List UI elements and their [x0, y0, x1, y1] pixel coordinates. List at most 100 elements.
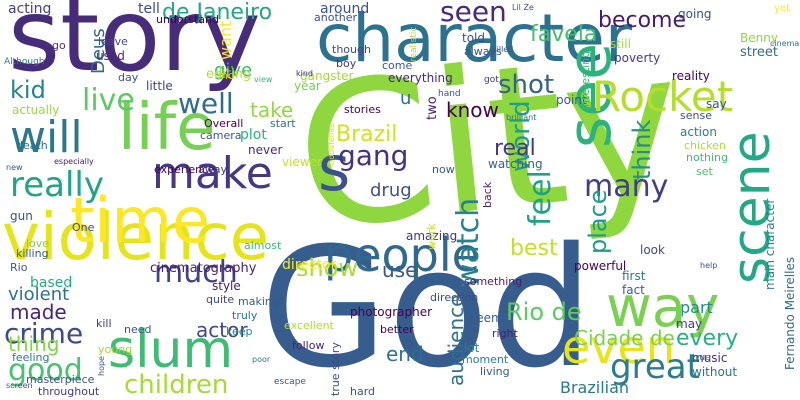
cloud-word: Although	[4, 57, 45, 67]
cloud-word: back	[481, 181, 494, 208]
cloud-word: come	[382, 59, 413, 72]
cloud-word: need	[124, 323, 152, 336]
cloud-word: become	[598, 8, 687, 33]
cloud-word: made	[10, 300, 67, 324]
cloud-word: violence	[2, 201, 270, 275]
cloud-word: show	[296, 254, 359, 282]
cloud-word: camera	[200, 129, 242, 142]
cloud-word: favela	[530, 22, 598, 47]
cloud-word: find	[214, 69, 235, 82]
cloud-word: keep	[226, 325, 253, 338]
cloud-word: end	[386, 342, 424, 366]
cloud-word: even	[562, 320, 675, 374]
cloud-word: use	[382, 258, 418, 282]
cloud-word: photographer	[350, 305, 433, 319]
cloud-word: quite	[206, 293, 235, 306]
cloud-word: children	[124, 370, 229, 400]
cloud-word: thing	[8, 332, 60, 356]
cloud-word: cinematography	[150, 261, 257, 276]
cloud-word: poverty	[614, 51, 661, 65]
cloud-word: story	[8, 0, 261, 94]
cloud-word: much	[154, 255, 238, 290]
cloud-word: without	[692, 365, 738, 379]
cloud-word: hope	[97, 356, 106, 376]
cloud-word: go	[52, 39, 66, 52]
cloud-word: want	[216, 20, 235, 60]
cloud-word: feeling	[12, 351, 50, 364]
cloud-word: actually	[12, 103, 60, 117]
cloud-word: now	[432, 163, 455, 176]
cloud-word: kind	[296, 69, 314, 78]
cloud-word: told	[462, 31, 485, 45]
cloud-word: almost	[244, 239, 282, 252]
cloud-word: place	[584, 189, 612, 254]
cloud-word: stories	[344, 103, 381, 116]
cloud-word: well	[178, 87, 234, 120]
cloud-word: cinema	[770, 39, 800, 48]
cloud-word: fact	[622, 283, 645, 297]
cloud-word: poor	[252, 355, 271, 364]
cloud-word: take	[250, 98, 294, 122]
cloud-word: gun	[10, 209, 33, 223]
cloud-word: death	[16, 139, 48, 152]
cloud-word: think	[628, 119, 656, 180]
cloud-word: Brazil	[336, 122, 398, 147]
cloud-word: hand	[438, 89, 461, 99]
cloud-word: two	[425, 96, 440, 120]
cloud-word: masterpiece	[26, 373, 95, 386]
cloud-word: killed	[492, 45, 514, 54]
cloud-word: kid	[10, 76, 46, 104]
cloud-word: great	[610, 347, 700, 387]
cloud-word: chicken	[684, 139, 726, 152]
cloud-word: Rio	[10, 261, 28, 274]
cloud-word: day	[118, 71, 139, 84]
cloud-word: Goodfellas	[327, 123, 336, 166]
cloud-word: street	[740, 45, 779, 60]
cloud-word: main character	[763, 198, 777, 290]
cloud-word: drug	[370, 180, 412, 201]
cloud-word: Fernando Meirelles	[783, 256, 797, 370]
cloud-word: hard	[350, 385, 376, 398]
cloud-word: look	[640, 243, 665, 257]
cloud-word: interesting	[579, 50, 592, 110]
cloud-word: shot	[498, 70, 555, 100]
cloud-word: escape	[274, 377, 306, 387]
cloud-word: something	[464, 275, 523, 288]
cloud-word: never	[248, 143, 283, 157]
cloud-word: acting	[8, 1, 52, 17]
cloud-word: part	[680, 298, 713, 317]
cloud-word: better	[380, 323, 414, 336]
cloud-word: make	[152, 148, 273, 199]
cloud-word: first	[622, 269, 646, 283]
cloud-word: plot	[240, 127, 267, 143]
cloud-word: everything	[388, 71, 453, 85]
cloud-word: reality	[672, 69, 710, 83]
cloud-word: around	[320, 1, 370, 17]
cloud-word: way	[606, 275, 720, 340]
cloud-word: Rocket	[592, 72, 734, 121]
cloud-word: point	[556, 93, 587, 107]
cloud-word: gang	[338, 139, 409, 172]
cloud-word: amazing	[406, 229, 458, 243]
cloud-word: crime	[4, 317, 84, 350]
cloud-word: Benny	[740, 31, 778, 45]
cloud-word: love	[26, 237, 50, 250]
cloud-word: time	[70, 184, 211, 257]
cloud-word: action	[680, 125, 717, 139]
cloud-word: tell	[138, 1, 160, 17]
cloud-word: best	[510, 236, 558, 261]
cloud-word: boy	[336, 57, 357, 70]
cloud-word: brilliant	[506, 113, 537, 122]
cloud-word: year	[294, 79, 321, 93]
cloud-word: realistic	[409, 26, 419, 62]
cloud-word: little	[146, 79, 173, 93]
cloud-word: going	[678, 7, 712, 21]
cloud-word: away	[198, 163, 227, 176]
cloud-word: Overall	[204, 117, 244, 130]
cloud-word: viewer	[282, 155, 322, 169]
cloud-word: understand	[156, 13, 219, 26]
cloud-word: moment	[462, 353, 509, 366]
cloud-word: gangster	[300, 69, 354, 83]
cloud-word: living	[480, 365, 510, 378]
cloud-word: many	[584, 169, 669, 204]
